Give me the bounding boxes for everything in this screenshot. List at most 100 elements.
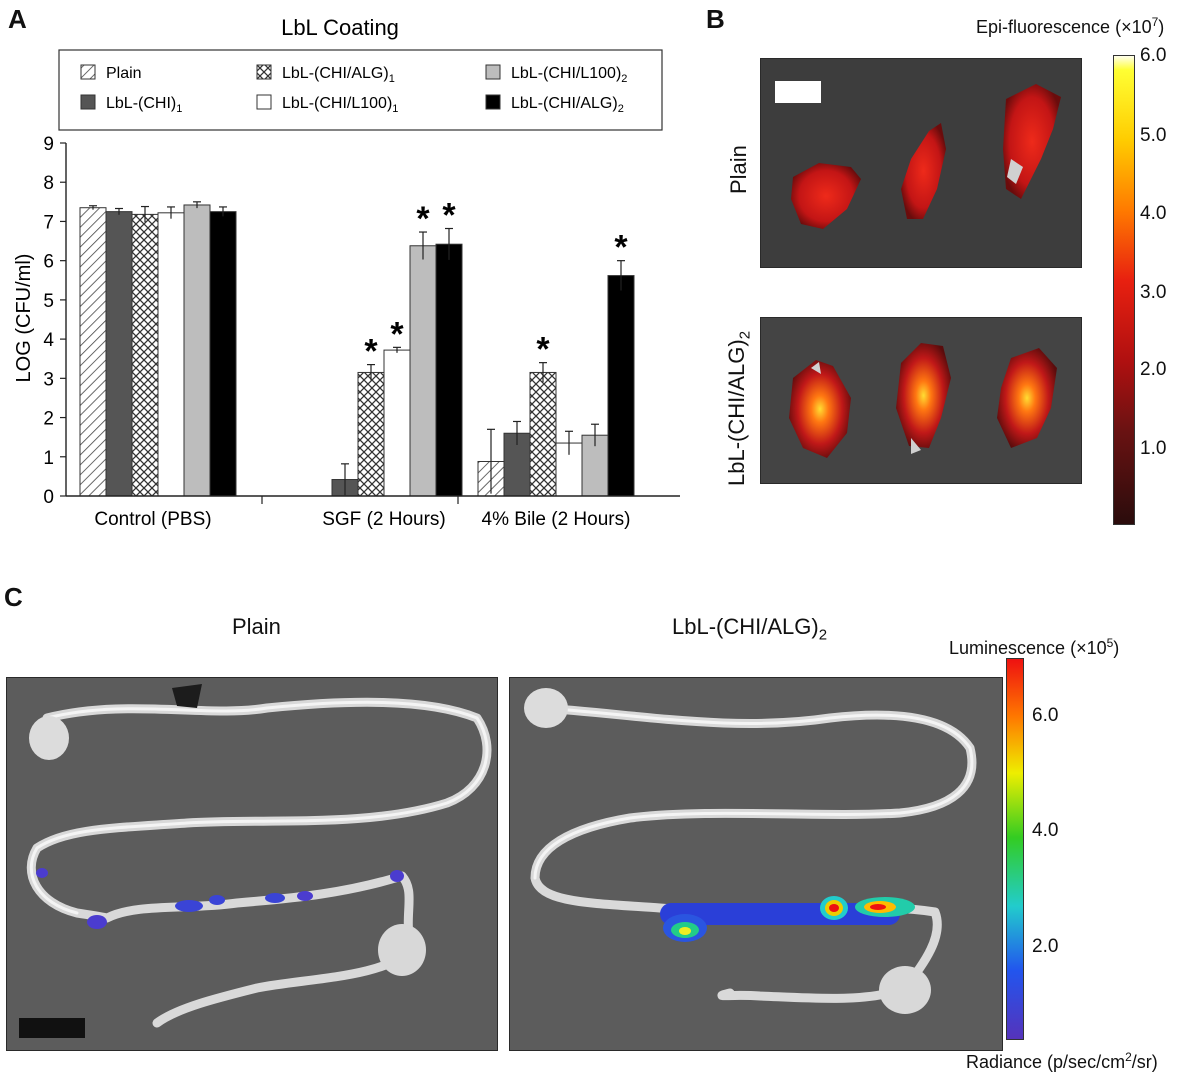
c-title-lbl-sub: 2 bbox=[818, 626, 828, 644]
y-tick-label: 1 bbox=[43, 448, 54, 469]
lum-colorbar-title-close: ) bbox=[1113, 638, 1120, 658]
legend-entry: LbL-(CHI/ALG)1 bbox=[282, 65, 395, 85]
epi-colorbar-tick: 3.0 bbox=[1140, 282, 1167, 303]
epi-colorbar-tick: 6.0 bbox=[1140, 45, 1167, 66]
epi-colorbar-title-text: Epi-fluorescence (×10 bbox=[976, 17, 1152, 37]
epi-colorbar-tick: 2.0 bbox=[1140, 359, 1167, 380]
lum-colorbar-tick: 6.0 bbox=[1032, 705, 1059, 726]
lum-colorbar-tick: 4.0 bbox=[1032, 820, 1059, 841]
x-category-label: SGF (2 Hours) bbox=[322, 509, 446, 530]
lbl-fluorescence-image bbox=[760, 317, 1082, 484]
bar bbox=[209, 211, 237, 497]
bar bbox=[435, 243, 463, 497]
bar bbox=[409, 245, 437, 497]
bar bbox=[131, 213, 159, 497]
plain-intestine-drawing bbox=[26, 684, 492, 1028]
legend-swatch bbox=[485, 64, 501, 80]
bar bbox=[157, 212, 185, 497]
significance-star: * bbox=[536, 331, 550, 369]
epi-colorbar-tick: 5.0 bbox=[1140, 125, 1167, 146]
legend-entry: LbL-(CHI/L100)2 bbox=[511, 65, 627, 85]
panel-a-letter: A bbox=[8, 4, 27, 34]
significance-star: * bbox=[416, 200, 430, 238]
lbl-luminescence-spots bbox=[660, 896, 915, 942]
bar bbox=[581, 434, 609, 497]
bar bbox=[607, 275, 635, 497]
row-label-lbl-text: LbL-(CHI/ALG) bbox=[724, 339, 749, 486]
plain-luminescence-spots bbox=[36, 868, 404, 929]
epi-colorbar-title: Epi-fluorescence (×107) bbox=[976, 15, 1164, 38]
bar bbox=[383, 349, 411, 497]
y-tick-label: 4 bbox=[43, 330, 54, 351]
legend-swatch bbox=[256, 94, 272, 110]
radiance-label-exp: 2 bbox=[1125, 1050, 1132, 1064]
c-title-lbl-text: LbL-(CHI/ALG) bbox=[672, 614, 819, 639]
legend-box bbox=[58, 49, 663, 131]
lum-colorbar-title: Luminescence (×105) bbox=[949, 636, 1119, 659]
significance-star: * bbox=[614, 229, 628, 267]
legend-swatch bbox=[256, 64, 272, 80]
y-tick-label: 0 bbox=[43, 487, 54, 508]
significance-star: * bbox=[442, 197, 456, 235]
lum-colorbar-tick: 2.0 bbox=[1032, 936, 1059, 957]
x-axis: Control (PBS) SGF (2 Hours) 4% Bile (2 Hou… bbox=[66, 495, 680, 530]
y-tick-label: 7 bbox=[43, 212, 54, 233]
plain-tissue-samples bbox=[791, 84, 1061, 229]
scale-bar bbox=[775, 81, 821, 103]
legend: Plain LbL-(CHI/ALG)1 LbL-(CHI/L100)2 LbL-(C… bbox=[80, 64, 627, 115]
lum-colorbar-exp: 5 bbox=[1106, 636, 1114, 650]
legend-entry-sub: 1 bbox=[392, 103, 398, 115]
epi-colorbar bbox=[1113, 55, 1135, 525]
y-tick-label: 3 bbox=[43, 369, 54, 390]
significance-star: * bbox=[364, 333, 378, 371]
legend-entry-sub: 2 bbox=[618, 103, 624, 115]
lbl-tissue-samples bbox=[789, 343, 1057, 458]
lum-colorbar bbox=[1006, 658, 1024, 1040]
lbl-intestine-drawing bbox=[524, 688, 977, 1014]
x-category-label: Control (PBS) bbox=[94, 509, 211, 530]
legend-entry-sub: 1 bbox=[389, 73, 395, 85]
bar bbox=[79, 207, 107, 497]
c-title-lbl: LbL-(CHI/ALG)2 bbox=[672, 614, 827, 643]
row-label-lbl: LbL-(CHI/ALG)2 bbox=[724, 331, 753, 486]
bar-chart: LbL Coating Plain LbL-(CHI/ALG)1 LbL-(CHI/… bbox=[13, 15, 680, 530]
radiance-label-text: Radiance (p/sec/cm bbox=[966, 1052, 1126, 1072]
bar bbox=[183, 204, 211, 497]
bar bbox=[529, 371, 557, 497]
bar bbox=[357, 371, 385, 497]
x-category-label: 4% Bile (2 Hours) bbox=[482, 509, 631, 530]
y-tick-label: 9 bbox=[43, 134, 54, 155]
row-label-plain: Plain bbox=[726, 145, 751, 194]
significance-star: * bbox=[390, 315, 404, 353]
panel-b-letter: B bbox=[706, 4, 725, 34]
y-axis-label: LOG (CFU/ml) bbox=[13, 254, 35, 383]
panel-c-letter: C bbox=[4, 582, 23, 612]
legend-entry: LbL-(CHI/ALG)2 bbox=[511, 95, 624, 115]
legend-entry-sub: 1 bbox=[176, 103, 182, 115]
plain-intestine-image bbox=[6, 677, 498, 1051]
legend-swatch bbox=[80, 64, 96, 80]
legend-swatch bbox=[485, 94, 501, 110]
legend-swatch bbox=[80, 94, 96, 110]
lbl-intestine-image bbox=[509, 677, 1003, 1051]
plain-fluorescence-image bbox=[760, 58, 1082, 268]
legend-entry-sub: 2 bbox=[621, 73, 627, 85]
y-tick-label: 6 bbox=[43, 252, 54, 273]
lum-colorbar-title-text: Luminescence (×10 bbox=[949, 638, 1107, 658]
row-label-lbl-sub: 2 bbox=[736, 330, 754, 340]
legend-entry: LbL-(CHI/L100)1 bbox=[282, 95, 398, 115]
epi-colorbar-exp: 7 bbox=[1151, 15, 1159, 29]
epi-colorbar-tick: 4.0 bbox=[1140, 203, 1167, 224]
radiance-label-close: /sr) bbox=[1131, 1052, 1158, 1072]
c-title-plain: Plain bbox=[232, 614, 281, 639]
y-tick-label: 8 bbox=[43, 173, 54, 194]
epi-colorbar-tick: 1.0 bbox=[1140, 438, 1167, 459]
y-axis: 0 1 2 3 4 5 6 7 8 9 bbox=[43, 134, 67, 508]
bar bbox=[105, 211, 133, 497]
y-tick-label: 2 bbox=[43, 409, 54, 430]
bars: * * * * * * bbox=[79, 197, 635, 497]
epi-colorbar-title-close: ) bbox=[1158, 17, 1165, 37]
y-tick-label: 5 bbox=[43, 291, 54, 312]
legend-entry: Plain bbox=[106, 65, 142, 82]
c-scale-bar bbox=[19, 1018, 85, 1038]
